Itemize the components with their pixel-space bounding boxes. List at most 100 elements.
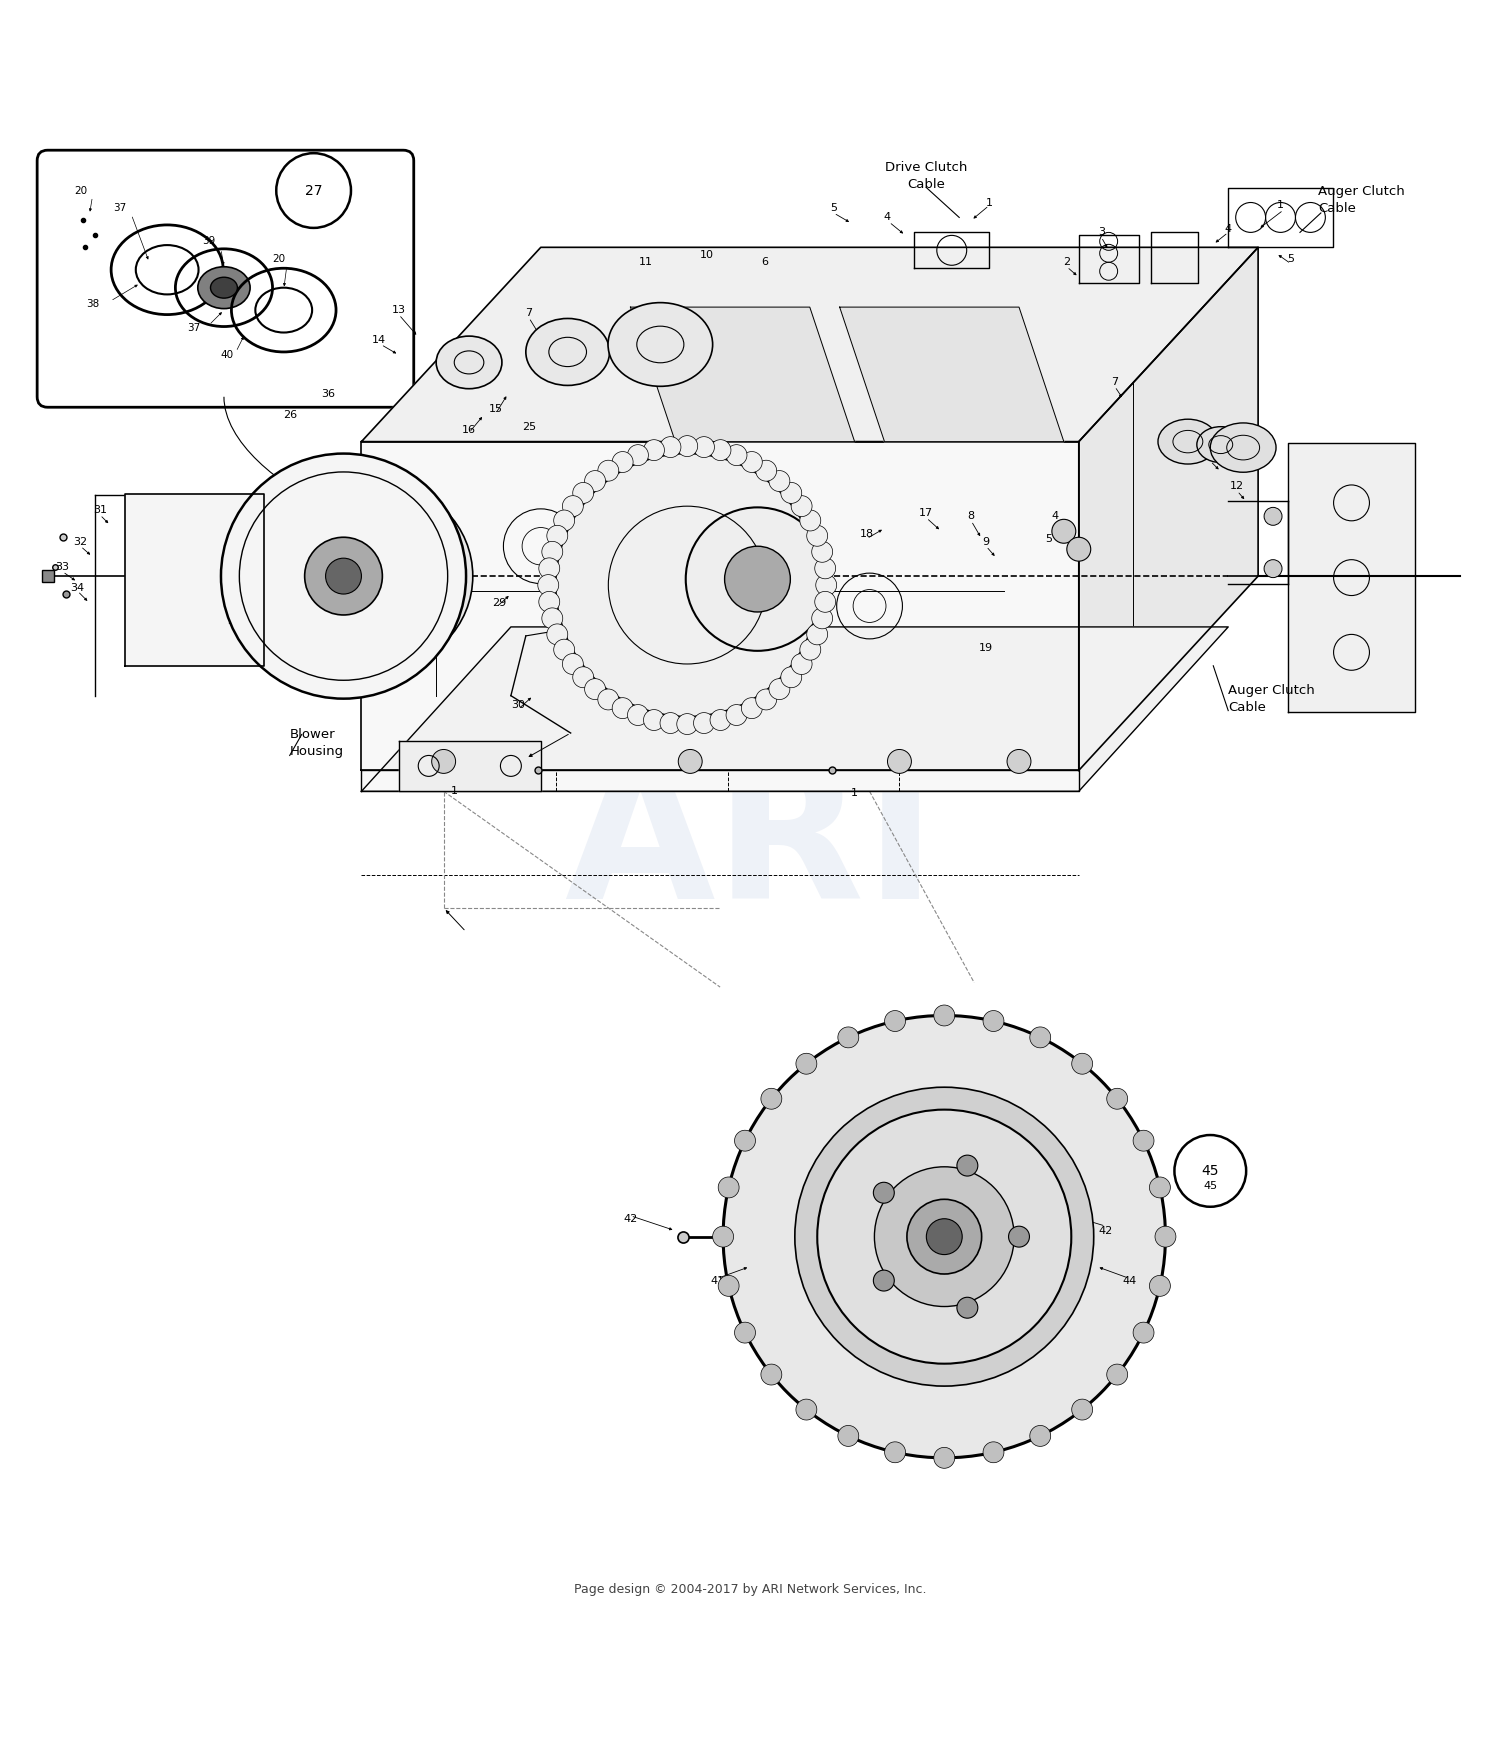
Text: Blower
Housing: Blower Housing — [290, 728, 344, 758]
Circle shape — [790, 495, 812, 516]
Circle shape — [957, 1297, 978, 1318]
Circle shape — [723, 1015, 1166, 1458]
Circle shape — [554, 639, 574, 660]
FancyBboxPatch shape — [38, 150, 414, 408]
Text: 19: 19 — [980, 642, 993, 653]
Circle shape — [812, 541, 832, 562]
Ellipse shape — [1149, 1276, 1170, 1297]
Ellipse shape — [885, 1442, 906, 1463]
Text: 33: 33 — [56, 562, 69, 572]
Circle shape — [807, 525, 828, 546]
Circle shape — [1007, 749, 1031, 774]
Circle shape — [741, 698, 762, 719]
Text: 7: 7 — [525, 308, 532, 318]
Text: 38: 38 — [86, 299, 99, 310]
Text: 36: 36 — [321, 388, 336, 399]
Ellipse shape — [1071, 1054, 1092, 1074]
Text: 25: 25 — [522, 422, 536, 432]
Text: 1: 1 — [850, 788, 858, 798]
Circle shape — [598, 460, 618, 481]
Circle shape — [676, 436, 698, 457]
Circle shape — [554, 509, 574, 530]
Text: 45: 45 — [1203, 1181, 1218, 1190]
Text: 44: 44 — [1122, 1276, 1137, 1286]
Ellipse shape — [1107, 1363, 1128, 1384]
Ellipse shape — [1197, 427, 1245, 462]
Circle shape — [627, 705, 648, 726]
Circle shape — [538, 592, 560, 612]
Text: 42: 42 — [1098, 1225, 1113, 1236]
Circle shape — [1066, 537, 1090, 562]
Ellipse shape — [1030, 1027, 1050, 1048]
Ellipse shape — [1107, 1088, 1128, 1110]
Circle shape — [782, 667, 801, 688]
Polygon shape — [362, 770, 1078, 791]
Circle shape — [548, 525, 567, 546]
Circle shape — [800, 639, 820, 660]
Circle shape — [562, 653, 584, 674]
Text: Page design © 2004-2017 by ARI Network Services, Inc.: Page design © 2004-2017 by ARI Network S… — [573, 1582, 926, 1596]
Circle shape — [1008, 1227, 1029, 1248]
Polygon shape — [840, 306, 1064, 441]
Ellipse shape — [982, 1010, 1004, 1031]
Ellipse shape — [1149, 1178, 1170, 1199]
Text: 42: 42 — [624, 1214, 638, 1223]
Circle shape — [724, 546, 790, 612]
Circle shape — [812, 607, 832, 628]
Circle shape — [326, 558, 362, 593]
Ellipse shape — [735, 1130, 756, 1152]
Circle shape — [573, 483, 594, 504]
Circle shape — [660, 712, 681, 733]
Polygon shape — [399, 740, 542, 791]
Text: 34: 34 — [70, 583, 84, 593]
Text: 10: 10 — [699, 250, 714, 259]
Text: 25: 25 — [597, 514, 610, 525]
Text: 37: 37 — [188, 324, 201, 332]
Text: 28: 28 — [267, 502, 282, 513]
Circle shape — [816, 574, 837, 595]
Circle shape — [873, 1270, 894, 1292]
Polygon shape — [362, 247, 1258, 441]
Text: Drive Clutch
Cable: Drive Clutch Cable — [885, 161, 968, 191]
Text: 22: 22 — [429, 574, 444, 584]
Circle shape — [585, 679, 606, 700]
Ellipse shape — [934, 1447, 954, 1468]
Circle shape — [1264, 560, 1282, 578]
Circle shape — [585, 471, 606, 492]
Text: 16: 16 — [462, 425, 476, 434]
Text: 7: 7 — [1112, 376, 1118, 387]
Text: 10: 10 — [1191, 430, 1206, 441]
Circle shape — [432, 749, 456, 774]
Circle shape — [562, 495, 584, 516]
Text: 5: 5 — [1046, 534, 1053, 544]
Text: 41: 41 — [710, 1276, 724, 1286]
Text: 26: 26 — [282, 410, 297, 420]
Text: 3: 3 — [1098, 228, 1104, 238]
Text: 40: 40 — [220, 350, 234, 360]
Circle shape — [741, 452, 762, 472]
Text: 4: 4 — [1052, 511, 1059, 522]
Text: 27: 27 — [304, 184, 322, 198]
Ellipse shape — [839, 1426, 860, 1447]
Text: 23: 23 — [710, 497, 724, 506]
Polygon shape — [630, 306, 855, 441]
Ellipse shape — [1158, 420, 1218, 464]
Circle shape — [304, 537, 382, 614]
Text: 29: 29 — [492, 598, 506, 607]
Ellipse shape — [885, 1010, 906, 1031]
Circle shape — [756, 690, 777, 710]
Circle shape — [693, 712, 714, 733]
Circle shape — [644, 709, 664, 730]
Text: 8: 8 — [268, 541, 276, 551]
Text: 20: 20 — [273, 254, 286, 264]
Polygon shape — [362, 626, 1228, 791]
Ellipse shape — [760, 1088, 782, 1110]
Text: 1: 1 — [450, 786, 458, 796]
Text: 31: 31 — [93, 506, 106, 514]
Ellipse shape — [1132, 1323, 1154, 1342]
Text: 26: 26 — [694, 649, 709, 658]
Polygon shape — [1078, 247, 1258, 770]
Text: 17: 17 — [920, 507, 933, 518]
Ellipse shape — [1210, 424, 1276, 473]
Text: 20: 20 — [74, 186, 87, 196]
